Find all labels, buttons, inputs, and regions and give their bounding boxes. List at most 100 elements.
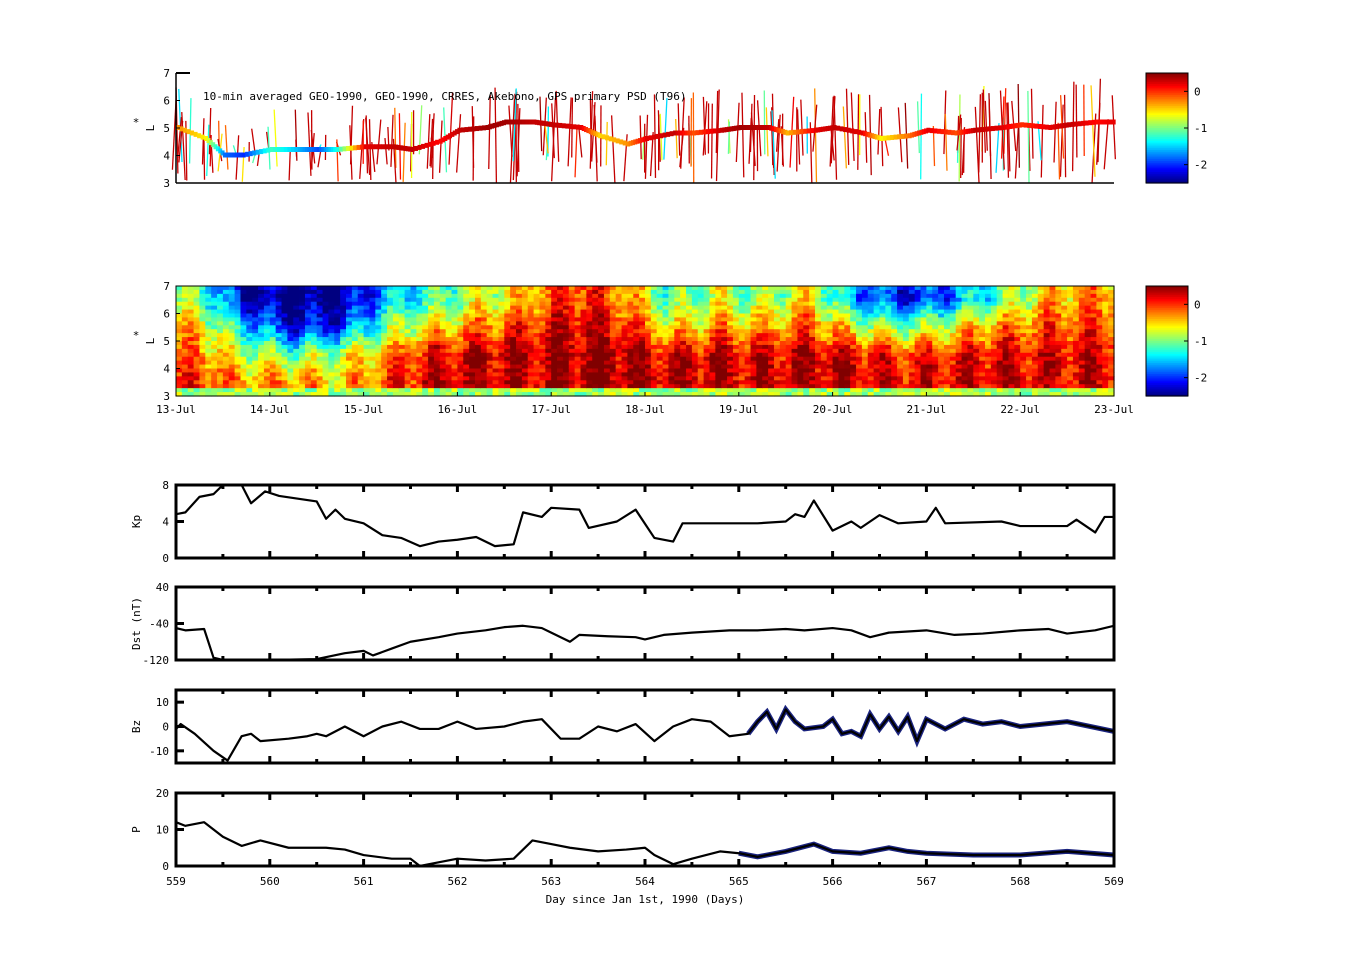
heatmap-cell [287,352,294,358]
heatmap-cell [357,286,365,291]
heatmap-cell [897,297,904,303]
heatmap-cell [1061,301,1068,307]
psd-point [987,126,992,132]
heatmap-cell [211,352,218,358]
heatmap-cell [469,380,476,385]
heatmap-cell [539,364,546,370]
heatmap-cell [967,309,974,315]
heatmap-cell [791,364,799,370]
heatmap-cell [809,286,816,291]
heatmap-cell [967,368,974,374]
heatmap-cell [328,372,335,377]
heatmap-cell [205,317,212,322]
heatmap-cell [932,388,939,393]
heatmap-cell [715,341,722,346]
heatmap-cell [955,364,963,370]
heatmap-cell [521,309,529,315]
heatmap-cell [228,333,236,338]
heatmap-cell [474,337,482,342]
heatmap-cell [310,286,318,291]
heatmap-cell [820,348,828,354]
heatmap-cell [445,356,453,362]
heatmap-cell [768,384,775,389]
heatmap-cell [680,388,687,393]
heatmap-cell [996,329,1004,334]
heatmap-cell [181,333,189,338]
heatmap-cell [756,309,763,315]
heatmap-cell [650,309,658,315]
psd-point [879,136,884,141]
heatmap-cell [492,392,500,397]
heatmap-cell [639,392,646,397]
heatmap-cell [234,309,242,315]
psd-point [561,123,566,129]
heatmap-cell [346,317,353,322]
heatmap-cell [363,325,371,330]
heatmap-cell [680,337,687,342]
heatmap-cell [621,352,629,358]
heatmap-cell [304,309,312,315]
heatmap-cell [732,341,740,346]
psd-point [716,128,721,134]
heatmap-cell [656,364,664,370]
heatmap-cell [310,333,318,338]
heatmap-cell [920,360,927,366]
heatmap-cell [908,313,916,319]
heatmap-cell [621,360,629,366]
heatmap-cell [1078,376,1086,381]
heatmap-cell [785,388,793,393]
heatmap-cell [533,337,541,342]
heatmap-cell [246,348,253,354]
heatmap-cell [938,341,945,346]
heatmap-cell [222,372,230,377]
heatmap-cell [920,305,927,311]
heatmap-cell [533,348,541,354]
heatmap-cell [961,329,969,334]
heatmap-cell [650,337,658,342]
heatmap-cell [897,368,904,374]
psd-point [897,134,902,140]
heatmap-cell [246,392,253,397]
heatmap-cell [650,360,658,366]
heatmap-cell [187,364,195,370]
psd-point [190,130,195,136]
heatmap-cell [568,392,576,397]
heatmap-cell [826,356,834,362]
heatmap-cell [932,321,939,326]
heatmap-cell [428,344,435,350]
psd-point [414,145,419,151]
heatmap-cell [768,289,775,295]
heatmap-cell [322,376,330,381]
heatmap-cell [985,317,992,322]
heatmap-cell [873,344,881,350]
psd-point [781,129,786,135]
heatmap-cell [580,313,587,319]
heatmap-cell [469,313,476,319]
heatmap-cell [580,305,587,311]
heatmap-cell [375,388,382,393]
heatmap-cell [498,360,505,366]
heatmap-cell [1026,364,1033,370]
heatmap-cell [996,293,1004,299]
heatmap-cell [621,337,629,342]
heatmap-cell [615,356,623,362]
heatmap-cell [328,344,335,350]
heatmap-cell [879,364,886,370]
heatmap-cell [287,344,294,350]
heatmap-cell [850,297,857,303]
heatmap-cell [809,305,816,311]
colorbar-cell [1146,155,1188,158]
colorbar-cell [1146,115,1188,118]
psd-point [769,125,774,131]
heatmap-cell [562,337,570,342]
heatmap-cell [697,388,705,393]
heatmap-cell [908,329,916,334]
heatmap-cell [844,384,851,389]
heatmap-cell [322,309,330,315]
colorbar-cell [1146,104,1188,107]
heatmap-cell [727,392,734,397]
heatmap-cell [304,325,312,330]
heatmap-cell [603,293,611,299]
heatmap-cell [357,337,365,342]
heatmap-cell [510,384,517,389]
